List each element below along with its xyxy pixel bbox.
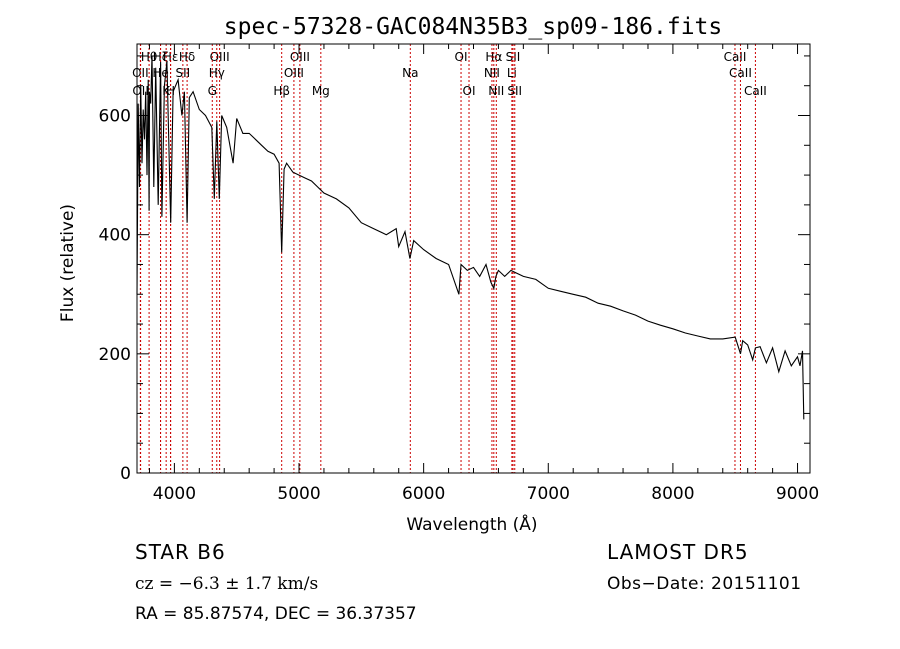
spectrum-line [136, 55, 805, 420]
redshift-label: cz = −6.3 ± 1.7 km/s [135, 574, 319, 594]
line-marker-label: Li [507, 66, 517, 80]
y-tick-label: 400 [99, 226, 131, 246]
line-marker-label: SII [506, 50, 521, 64]
line-marker-label: H [166, 84, 175, 98]
line-marker-label: OIII [290, 50, 310, 64]
line-marker-label: CaII [744, 84, 767, 98]
line-marker-label: Hγ [209, 66, 225, 80]
coordinates-label: RA = 85.87574, DEC = 36.37357 [135, 604, 417, 624]
line-marker-label: OIII [284, 66, 304, 80]
line-marker-label: G [208, 84, 217, 98]
line-marker-label: Hθ [141, 50, 157, 64]
line-marker-label: SII [176, 66, 191, 80]
line-marker-label: Na [402, 66, 418, 80]
x-axis-label: Wavelength (Å) [406, 513, 537, 535]
plot-frame [136, 43, 811, 474]
line-marker-label: NII [484, 66, 500, 80]
x-tick-label: 9000 [776, 484, 819, 504]
y-tick-label: 600 [99, 107, 131, 127]
survey-label: LAMOST DR5 [607, 540, 749, 564]
line-marker-label: Hα [485, 50, 502, 64]
x-tick-label: 6000 [402, 484, 445, 504]
line-marker-label: CaII [729, 66, 752, 80]
line-marker-label: Hδ [179, 50, 195, 64]
y-tick-label: 0 [120, 464, 131, 484]
chart-title: spec-57328-GAC084N35B3_sp09-186.fits [224, 14, 723, 40]
y-axis-label: Flux (relative) [58, 204, 78, 322]
x-tick-label: 7000 [527, 484, 570, 504]
obs-date-label: Obs−Date: 20151101 [607, 574, 802, 594]
x-tick-label: 5000 [277, 484, 320, 504]
line-marker-label: NII [488, 84, 504, 98]
x-tick-label: 4000 [153, 484, 196, 504]
line-marker-label: Mg [312, 84, 330, 98]
line-marker-label: OIII [210, 50, 230, 64]
line-marker-label: SII [507, 84, 522, 98]
star-class-label: STAR B6 [135, 540, 226, 564]
x-tick-label: 8000 [651, 484, 694, 504]
line-marker-label: CaII [724, 50, 747, 64]
line-marker-label: OI [463, 84, 476, 98]
y-tick-label: 200 [99, 345, 131, 365]
line-marker-label: Hβ [273, 84, 290, 98]
line-marker-label: K [162, 84, 171, 98]
line-marker-label: OI [455, 50, 468, 64]
